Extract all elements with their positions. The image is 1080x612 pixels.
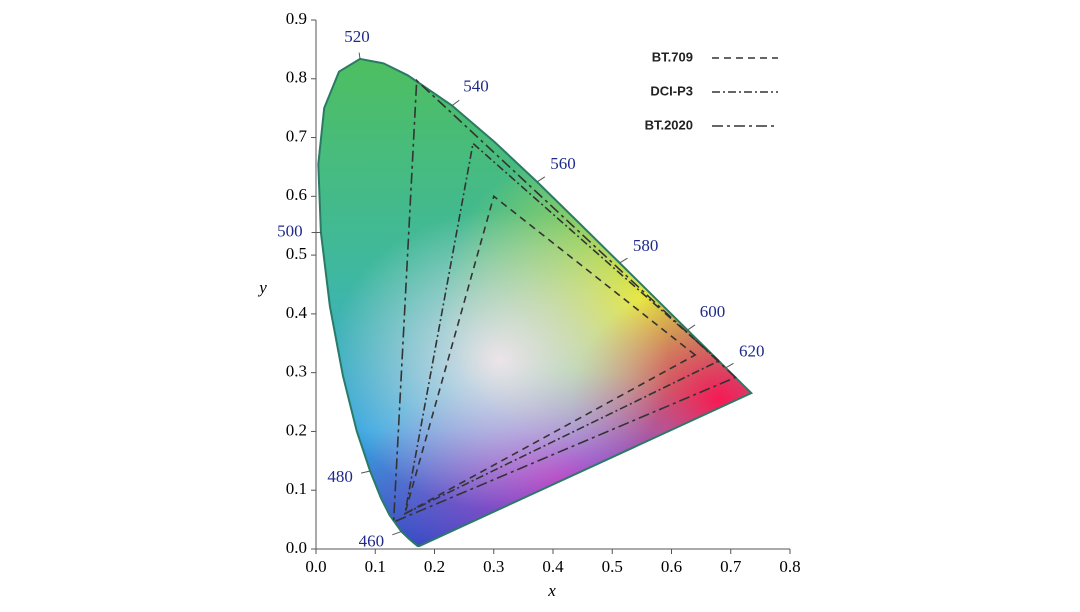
wavelength-label: 580 bbox=[633, 236, 659, 255]
spectral-locus bbox=[317, 57, 754, 548]
x-axis-label: x bbox=[547, 581, 556, 600]
wavelength-label: 500 bbox=[277, 221, 303, 240]
wavelength-tick bbox=[360, 470, 371, 474]
y-tick-label: 0.3 bbox=[286, 362, 307, 381]
wavelength-tick bbox=[725, 362, 734, 369]
y-tick-label: 0.7 bbox=[286, 126, 308, 145]
x-tick-label: 0.1 bbox=[365, 557, 386, 576]
gamut-triangle bbox=[403, 194, 697, 516]
x-tick-label: 0.6 bbox=[661, 557, 682, 576]
wavelength-tick bbox=[392, 531, 402, 536]
wavelength-label: 480 bbox=[327, 467, 353, 486]
wavelength-label: 540 bbox=[463, 77, 489, 96]
gamut-triangle bbox=[403, 141, 721, 516]
wavelength-label: 600 bbox=[700, 302, 726, 321]
y-tick-label: 0.6 bbox=[286, 185, 307, 204]
y-tick-label: 0.9 bbox=[286, 9, 307, 28]
wavelength-tick bbox=[451, 99, 460, 107]
y-tick-label: 0.1 bbox=[286, 479, 307, 498]
x-tick-label: 0.0 bbox=[305, 557, 326, 576]
wavelength-tick bbox=[687, 324, 696, 331]
y-tick-label: 0.8 bbox=[286, 68, 307, 87]
x-tick-label: 0.5 bbox=[602, 557, 623, 576]
wavelength-tick bbox=[358, 52, 361, 59]
x-tick-label: 0.3 bbox=[483, 557, 504, 576]
y-tick-label: 0.5 bbox=[286, 244, 307, 263]
legend-label: BT.709 bbox=[652, 49, 693, 64]
wavelength-tick bbox=[619, 257, 628, 264]
x-tick-label: 0.4 bbox=[542, 557, 564, 576]
wavelength-label: 520 bbox=[344, 27, 370, 46]
x-tick-label: 0.2 bbox=[424, 557, 445, 576]
legend-label: DCI-P3 bbox=[650, 83, 693, 98]
legend-label: BT.2020 bbox=[645, 117, 693, 132]
y-tick-label: 0.0 bbox=[286, 538, 307, 557]
x-tick-label: 0.7 bbox=[720, 557, 742, 576]
wavelength-tick bbox=[536, 176, 546, 183]
y-tick-label: 0.2 bbox=[286, 420, 307, 439]
y-axis-label: y bbox=[257, 278, 267, 297]
y-tick-label: 0.4 bbox=[286, 303, 308, 322]
gamut-triangle bbox=[392, 78, 737, 524]
wavelength-label: 460 bbox=[359, 531, 385, 550]
wavelength-label: 560 bbox=[550, 154, 576, 173]
x-tick-label: 0.8 bbox=[779, 557, 800, 576]
wavelength-label: 620 bbox=[739, 342, 765, 361]
